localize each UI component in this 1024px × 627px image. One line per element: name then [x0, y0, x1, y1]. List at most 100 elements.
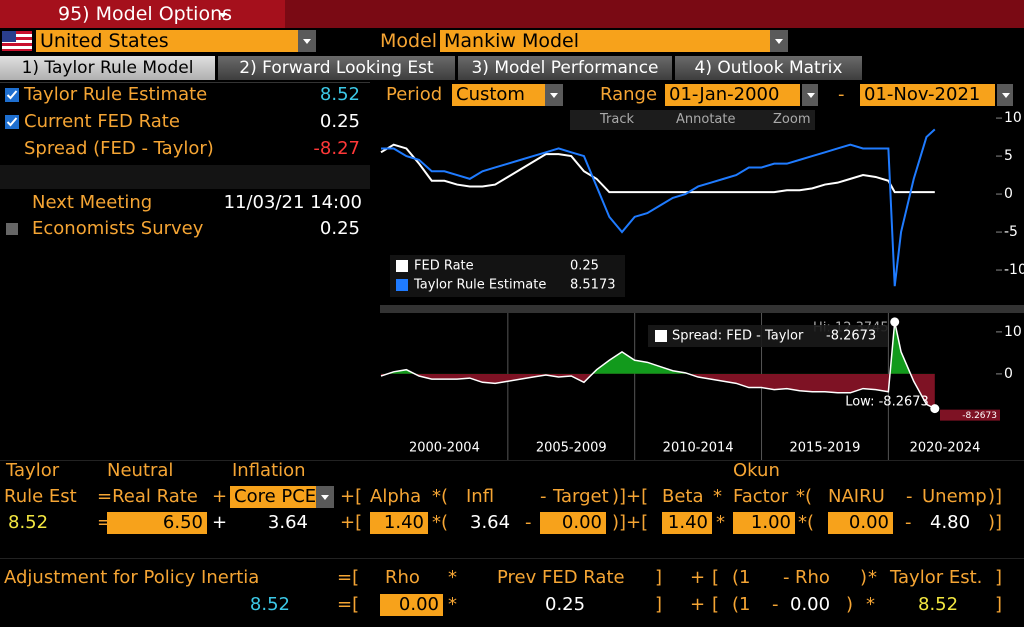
arrow-icon — [1002, 93, 1010, 98]
formula-text: [ — [712, 567, 720, 588]
formula-text: Taylor Est. — [890, 567, 983, 588]
formula-text: )]+[ — [612, 486, 649, 507]
survey-value: 0.25 — [319, 218, 360, 239]
separator — [0, 82, 370, 83]
legend-label: FED Rate — [414, 259, 474, 274]
x-tick-label: 2005-2009 — [536, 441, 607, 456]
legend-label: Spread: FED - Taylor — [672, 329, 804, 344]
input-box[interactable]: 6.50 — [107, 512, 207, 534]
formula-text: +[ — [340, 512, 363, 533]
formula-text: =[ — [337, 567, 360, 588]
formula-text: ] — [995, 567, 1003, 588]
flag — [2, 31, 32, 51]
formula-text: ] — [655, 567, 663, 588]
tab[interactable]: 3) Model Performance — [458, 56, 672, 80]
separator — [0, 460, 1024, 461]
formula-text: ) — [860, 567, 868, 588]
formula-text: 4.80 — [930, 512, 971, 533]
dropdown-button[interactable] — [316, 486, 334, 508]
input-box[interactable]: 0.00 — [828, 512, 893, 534]
arrow-icon — [303, 39, 311, 44]
country-select[interactable]: United States — [36, 30, 298, 52]
formula-text: + — [212, 512, 228, 533]
tab[interactable]: 1) Taylor Rule Model — [0, 56, 215, 80]
toolbar-button[interactable]: Annotate — [676, 112, 736, 127]
legend-value: 0.25 — [570, 259, 599, 274]
x-tick-label: 2010-2014 — [663, 441, 734, 456]
model-select[interactable]: Mankiw Model — [440, 30, 770, 52]
formula-text: )] — [988, 486, 1003, 507]
formula-text: Target — [553, 486, 609, 507]
meeting-label: Next Meeting — [32, 192, 153, 213]
formula-text: - — [783, 567, 790, 588]
formula-text: + — [690, 567, 706, 588]
y-tick-label: -5 — [1004, 224, 1018, 240]
formula-text: * — [868, 567, 877, 588]
meeting-value: 11/03/21 14:00 — [223, 192, 362, 213]
input-box[interactable]: 0.00 — [380, 594, 443, 616]
y-tick-label: 10 — [1004, 110, 1022, 126]
formula-text: =Real Rate — [97, 486, 198, 507]
input-box[interactable]: 1.40 — [370, 512, 428, 534]
formula-text: )] — [988, 512, 1003, 533]
formula-text: * — [716, 512, 725, 533]
formula-text: *( — [796, 486, 813, 507]
formula-text: Beta — [662, 486, 704, 507]
formula-text: - — [906, 486, 913, 507]
calendar-button[interactable] — [802, 84, 818, 106]
input-box[interactable]: 0.00 — [540, 512, 606, 534]
range-label: Range — [600, 84, 658, 105]
formula-text: - — [540, 486, 547, 507]
legend-label: Taylor Rule Estimate — [413, 278, 546, 293]
formula-text: [ — [712, 594, 720, 615]
input-box[interactable]: 1.00 — [733, 512, 795, 534]
period-select[interactable]: Custom — [452, 84, 545, 106]
select-box[interactable]: Core PCE — [230, 486, 316, 508]
menu-title[interactable]: 95) Model Options — [58, 3, 233, 25]
dropdown-button[interactable] — [545, 84, 563, 106]
dropdown-button[interactable] — [770, 30, 788, 52]
last-value-label: -8.2673 — [962, 411, 997, 421]
legend-value: -8.2673 — [826, 329, 876, 344]
y-tick-label: 10 — [1004, 324, 1022, 340]
formula-text: Rho — [795, 567, 830, 588]
calendar-button[interactable] — [997, 84, 1013, 106]
low-marker — [930, 404, 940, 414]
input-box[interactable]: 1.40 — [662, 512, 712, 534]
formula-text: 0.00 — [790, 594, 831, 615]
formula-text: * — [448, 567, 457, 588]
formula-text: Infl — [466, 486, 495, 507]
summary-label: Spread (FED - Taylor) — [24, 138, 214, 159]
formula-text: ] — [995, 594, 1003, 615]
toolbar-button[interactable]: Zoom — [773, 112, 811, 127]
summary-label: Taylor Rule Estimate — [24, 84, 208, 105]
survey-label[interactable]: Economists Survey — [32, 218, 204, 239]
range-separator: - — [838, 84, 845, 105]
legend-value: 8.5173 — [570, 278, 616, 293]
toolbar-button[interactable]: Track — [600, 112, 635, 127]
x-tick-label: 2015-2019 — [790, 441, 861, 456]
dropdown-button[interactable] — [298, 30, 316, 52]
formula-text: 8.52 — [8, 512, 49, 533]
formula-text: Alpha — [370, 486, 422, 507]
end-date[interactable]: 01-Nov-2021 — [860, 84, 995, 106]
legend-box — [390, 255, 625, 297]
period-label: Period — [386, 84, 443, 105]
high-marker — [890, 317, 900, 327]
summary-value: -8.27 — [313, 138, 360, 159]
separator — [0, 558, 1024, 559]
start-date[interactable]: 01-Jan-2000 — [665, 84, 800, 106]
tab[interactable]: 4) Outlook Matrix — [675, 56, 862, 80]
last-value-tag — [940, 409, 1000, 421]
checkbox[interactable] — [6, 223, 18, 235]
tab[interactable]: 2) Forward Looking Est — [218, 56, 455, 80]
y-tick-label: 0 — [1004, 366, 1013, 382]
summary-label: Current FED Rate — [24, 111, 180, 132]
check — [6, 90, 18, 100]
formula-text: +[ — [340, 486, 363, 507]
separator — [0, 165, 370, 189]
formula-text: - — [525, 512, 532, 533]
series-line — [381, 128, 936, 287]
formula-text: * — [713, 486, 722, 507]
